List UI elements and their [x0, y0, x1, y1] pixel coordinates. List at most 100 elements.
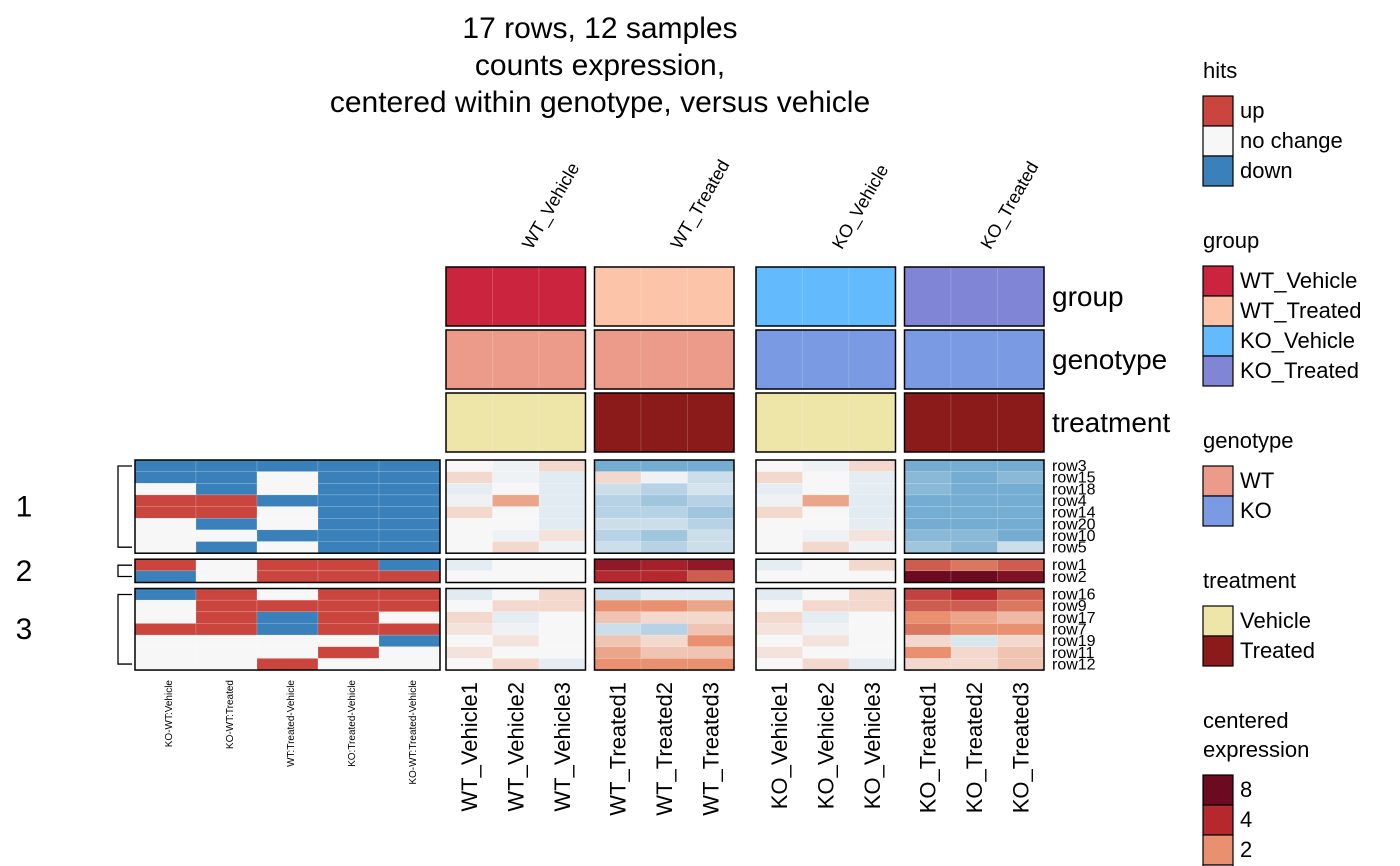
hits-cell [378, 634, 441, 647]
legend-swatch [1202, 295, 1234, 327]
row-label: row18 [1052, 481, 1096, 498]
hits-cell [378, 611, 441, 624]
heatmap-cell [492, 541, 540, 554]
heatmap-cell [950, 506, 998, 519]
heatmap-block-border [903, 558, 1045, 584]
heatmap-cell [594, 599, 642, 613]
hits-cell [317, 471, 380, 484]
heatmap-cell [950, 599, 998, 613]
annotation-cell [687, 392, 735, 453]
heatmap-cell [594, 483, 642, 496]
heatmap-cell [594, 570, 642, 583]
heatmap-cell [594, 506, 642, 519]
annotation-cell [538, 329, 586, 390]
heatmap-cell [848, 494, 896, 507]
heatmap-cell [640, 471, 688, 484]
heatmap-cell [445, 558, 493, 572]
heatmap-cell [904, 529, 952, 542]
annotation-cell [950, 266, 998, 327]
heatmap-cell [687, 506, 735, 519]
heatmap-cell [904, 588, 952, 601]
hits-cell [317, 611, 380, 624]
heatmap-cell [848, 588, 896, 601]
heatmap-cell [687, 518, 735, 531]
heatmap-cell [492, 634, 540, 647]
hits-cell [378, 483, 441, 496]
heatmap-cell [492, 588, 540, 601]
heatmap-cell [950, 588, 998, 601]
heatmap-cell [904, 541, 952, 554]
heatmap-cell [538, 459, 586, 472]
legend-title: hits [1203, 58, 1237, 83]
heatmap-cell [904, 558, 952, 572]
row-label: row7 [1052, 621, 1087, 638]
dendrogram [117, 593, 132, 665]
heatmap-cell [492, 471, 540, 484]
heatmap-cell [755, 623, 803, 636]
heatmap-cell [687, 483, 735, 496]
heatmap-cell [640, 588, 688, 601]
hits-cell [134, 599, 197, 613]
sample-label: KO_Treated2 [962, 682, 987, 813]
heatmap-cell [538, 599, 586, 613]
heatmap-cell [687, 611, 735, 624]
heatmap-cell [492, 483, 540, 496]
heatmap-cell [904, 459, 952, 472]
heatmap-block-border [903, 587, 1045, 671]
heatmap-cell [904, 634, 952, 647]
heatmap-cell [594, 518, 642, 531]
heatmap-cell [848, 658, 896, 671]
hits-cell [195, 459, 258, 472]
sample-label: KO_Vehicle1 [767, 682, 792, 809]
row-label: row12 [1052, 656, 1096, 673]
hits-cell [134, 506, 197, 519]
heatmap-cell [492, 646, 540, 659]
heatmap-cell [687, 471, 735, 484]
heatmap-cell [538, 541, 586, 554]
heatmap-cell [950, 634, 998, 647]
hits-cell [317, 599, 380, 613]
hits-cell [195, 634, 258, 647]
heatmap-cell [594, 459, 642, 472]
heatmap-cell [640, 611, 688, 624]
annotation-block-border [755, 329, 897, 390]
heatmap-cell [802, 518, 850, 531]
heatmap-cell [687, 494, 735, 507]
heatmap-cell [445, 483, 493, 496]
annotation-block-border [593, 266, 735, 327]
heatmap-cell [848, 623, 896, 636]
hits-cell [256, 483, 319, 496]
hits-cell [378, 623, 441, 636]
heatmap-cell [538, 588, 586, 601]
row-label: row9 [1052, 598, 1087, 615]
heatmap-cell [445, 506, 493, 519]
heatmap-cell [802, 623, 850, 636]
heatmap-cell [640, 506, 688, 519]
heatmap-cell [904, 599, 952, 613]
hits-cell [378, 506, 441, 519]
heatmap-cell [687, 558, 735, 572]
column-group-label: KO_Vehicle [828, 161, 893, 253]
heatmap-cell [904, 494, 952, 507]
legend-label: Vehicle [1240, 608, 1311, 633]
heatmap-cell [640, 518, 688, 531]
heatmap-cell [848, 541, 896, 554]
annotation-block-border [903, 266, 1045, 327]
hits-cell [195, 588, 258, 601]
hits-cell [378, 599, 441, 613]
heatmap-cell [848, 471, 896, 484]
dendrogram [117, 465, 132, 548]
row-label: row4 [1052, 493, 1087, 510]
heatmap-cell [848, 483, 896, 496]
hits-cell [195, 529, 258, 542]
annotation-cell [802, 329, 850, 390]
heatmap-cell [904, 623, 952, 636]
heatmap-cell [997, 494, 1045, 507]
annotation-cell [755, 329, 803, 390]
annotation-block-border [903, 392, 1045, 453]
heatmap-cell [950, 494, 998, 507]
heatmap-cell [997, 518, 1045, 531]
row-label: row20 [1052, 516, 1096, 533]
annotation-cell [950, 329, 998, 390]
annotation-cell [848, 392, 896, 453]
